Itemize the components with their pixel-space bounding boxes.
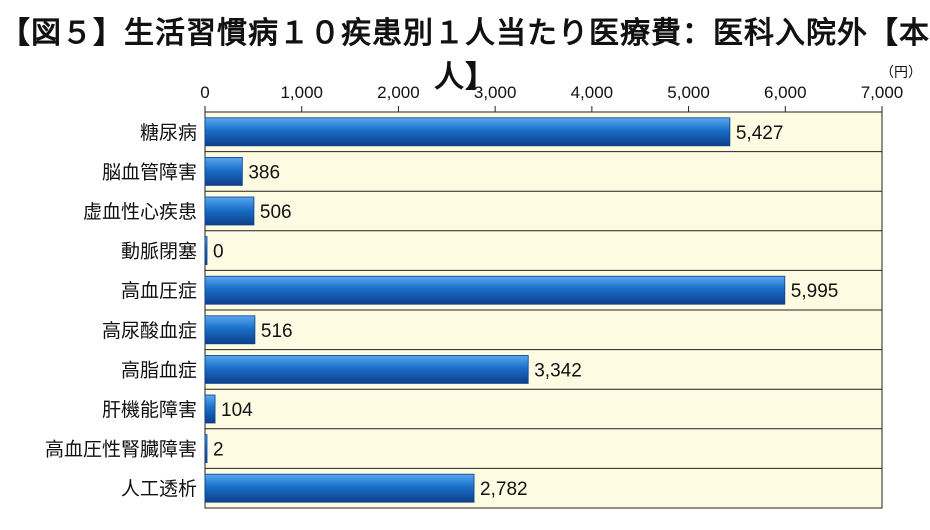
value-label: 506 — [260, 202, 292, 223]
category-label: 虚血性心疾患 — [83, 201, 197, 223]
value-label: 516 — [261, 321, 293, 342]
bar — [204, 196, 255, 226]
category-label: 糖尿病 — [140, 122, 197, 144]
x-tick-label: 0 — [200, 83, 209, 102]
value-label: 5,995 — [791, 281, 839, 302]
x-tick-label: 5,000 — [667, 83, 710, 102]
x-tick-label: 7,000 — [861, 83, 904, 102]
bar — [204, 394, 216, 424]
category-label: 高血圧症 — [121, 280, 197, 302]
value-label: 2 — [213, 440, 224, 461]
value-label: 104 — [221, 400, 253, 421]
category-label: 高血圧性腎臓障害 — [45, 439, 197, 461]
value-label: 0 — [213, 242, 224, 263]
x-tick-label: 1,000 — [280, 83, 323, 102]
x-tick-label: 2,000 — [377, 83, 420, 102]
category-label: 高尿酸血症 — [102, 320, 197, 342]
bar — [204, 117, 731, 147]
value-label: 3,342 — [534, 360, 582, 381]
value-labels: 5,427 386 506 0 5,995 516 3,342 104 2 2,782 — [213, 123, 838, 500]
unit-label: （円） — [880, 65, 922, 81]
bar — [204, 434, 208, 464]
x-tick-label: 4,000 — [571, 83, 614, 102]
bar — [204, 275, 786, 305]
bar — [204, 473, 475, 503]
x-tick-label: 3,000 — [474, 83, 517, 102]
category-label: 脳血管障害 — [102, 161, 197, 183]
x-axis-ticks: 0 1,000 2,000 3,000 4,000 5,000 6,000 7,000 — [200, 83, 904, 113]
category-label: 動脈閉塞 — [121, 241, 197, 263]
bar — [204, 236, 208, 266]
category-label: 高脂血症 — [121, 359, 197, 381]
x-tick-label: 6,000 — [764, 83, 807, 102]
bar — [204, 315, 256, 345]
bars — [204, 117, 786, 503]
category-label: 人工透析 — [121, 478, 197, 500]
chart-title: 【図５】生活習慣病１０疾患別１人当たり医療費：医科入院外【本人】 — [0, 16, 930, 95]
category-label: 肝機能障害 — [102, 399, 197, 421]
value-label: 2,782 — [480, 479, 528, 500]
category-labels: 糖尿病脳血管障害虚血性心疾患動脈閉塞高血圧症高尿酸血症高脂血症肝機能障害高血圧性… — [45, 122, 197, 500]
value-label: 386 — [248, 162, 280, 183]
value-label: 5,427 — [736, 123, 784, 144]
grid-lines — [205, 151, 882, 469]
bar — [204, 156, 243, 186]
bar — [204, 354, 529, 384]
